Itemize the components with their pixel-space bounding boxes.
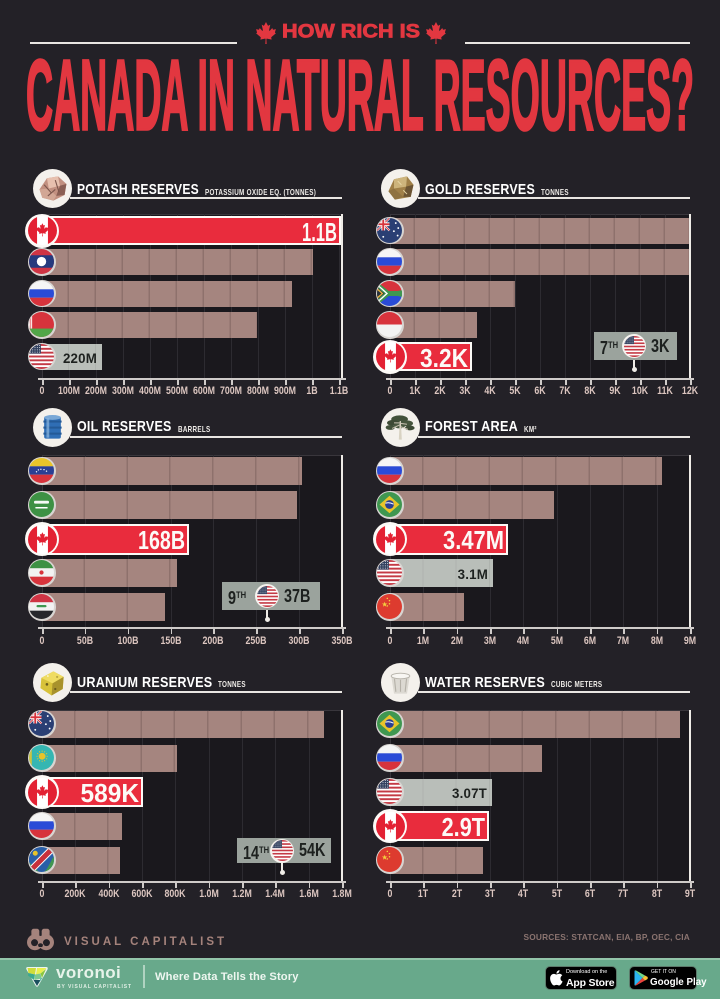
svg-text:HOW RICH IS: HOW RICH IS: [282, 22, 420, 43]
svg-text:CANADA IN NATURAL RESOURCES?: CANADA IN NATURAL RESOURCES?: [26, 40, 694, 146]
